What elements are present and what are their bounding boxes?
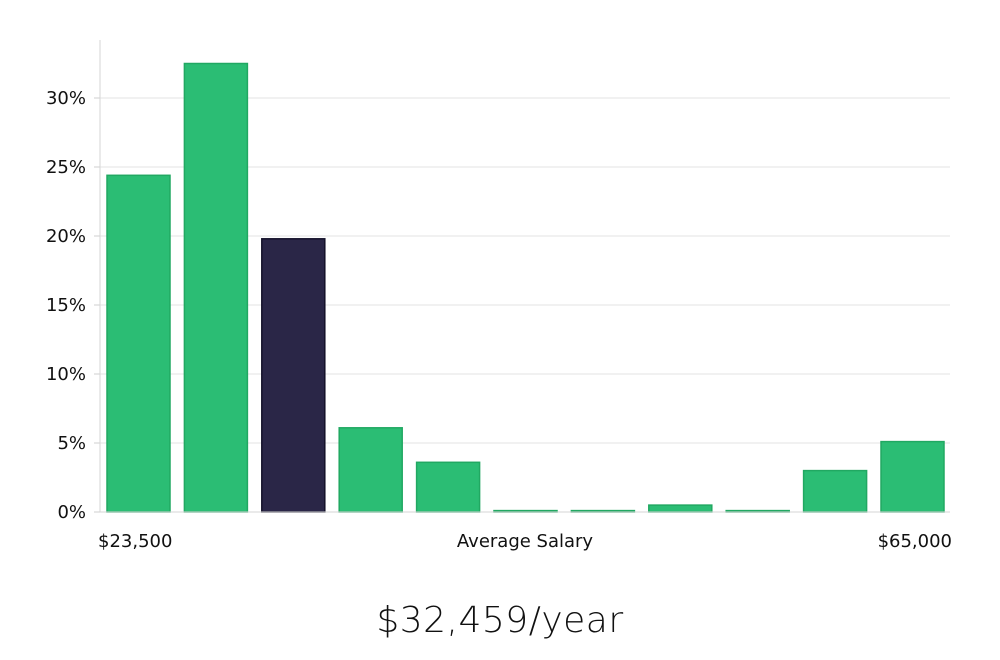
histogram-bar bbox=[183, 62, 249, 513]
histogram-bar bbox=[802, 469, 868, 513]
histogram-bar bbox=[415, 461, 481, 513]
y-tick-label: 15% bbox=[46, 295, 86, 316]
histogram-bar bbox=[338, 427, 403, 513]
y-tick-label: 20% bbox=[46, 226, 86, 247]
histogram-svg: 0% 5% 10% 15% 20% 25% 30% $23,500 Average Sala… bbox=[46, 40, 952, 552]
salary-histogram: 0% 5% 10% 15% 20% 25% 30% $23,500 Average Sala… bbox=[46, 40, 952, 552]
x-axis-start-label: $23,500 bbox=[98, 531, 172, 552]
histogram-bar bbox=[880, 440, 945, 513]
y-tick-label: 30% bbox=[46, 88, 86, 109]
y-tick-label: 5% bbox=[57, 433, 86, 454]
histogram-bar bbox=[106, 174, 171, 513]
histogram-bar bbox=[648, 504, 713, 513]
average-salary-summary: $32,459/year bbox=[376, 600, 624, 641]
y-tick-label: 0% bbox=[57, 502, 86, 523]
bars bbox=[106, 62, 945, 513]
x-axis-end-label: $65,000 bbox=[878, 531, 952, 552]
histogram-bar-highlighted bbox=[261, 238, 326, 513]
y-tick-labels: 0% 5% 10% 15% 20% 25% 30% bbox=[46, 88, 100, 523]
y-tick-label: 25% bbox=[46, 157, 86, 178]
y-tick-label: 10% bbox=[46, 364, 86, 385]
x-axis-title: Average Salary bbox=[457, 531, 594, 552]
